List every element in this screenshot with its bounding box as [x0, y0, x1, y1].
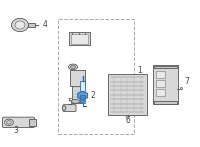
Ellipse shape: [15, 21, 25, 29]
Ellipse shape: [180, 87, 183, 90]
FancyBboxPatch shape: [153, 65, 178, 104]
FancyBboxPatch shape: [156, 89, 165, 96]
FancyBboxPatch shape: [63, 105, 76, 111]
Text: 1: 1: [137, 66, 142, 75]
Ellipse shape: [68, 64, 78, 70]
Ellipse shape: [70, 65, 76, 68]
Text: 7: 7: [184, 77, 189, 86]
Circle shape: [5, 119, 13, 126]
Text: 6: 6: [125, 116, 130, 125]
Polygon shape: [78, 91, 87, 100]
FancyBboxPatch shape: [70, 70, 85, 86]
FancyBboxPatch shape: [156, 80, 165, 87]
FancyBboxPatch shape: [29, 119, 36, 126]
FancyBboxPatch shape: [28, 23, 35, 27]
Bar: [154, 66, 177, 68]
FancyBboxPatch shape: [72, 86, 83, 103]
FancyBboxPatch shape: [71, 34, 88, 44]
Ellipse shape: [62, 106, 66, 110]
Text: 2: 2: [90, 91, 95, 100]
Text: 3: 3: [14, 126, 18, 135]
FancyBboxPatch shape: [80, 81, 85, 91]
FancyBboxPatch shape: [156, 71, 165, 78]
Bar: [58, 19, 134, 134]
FancyBboxPatch shape: [108, 74, 147, 115]
Ellipse shape: [126, 116, 129, 118]
FancyBboxPatch shape: [69, 32, 90, 45]
Circle shape: [7, 121, 11, 124]
FancyBboxPatch shape: [2, 117, 35, 128]
Text: 4: 4: [43, 20, 48, 29]
Ellipse shape: [12, 18, 29, 32]
Text: 5: 5: [68, 98, 72, 107]
Ellipse shape: [71, 100, 80, 103]
Bar: [154, 101, 177, 104]
FancyBboxPatch shape: [80, 95, 85, 103]
